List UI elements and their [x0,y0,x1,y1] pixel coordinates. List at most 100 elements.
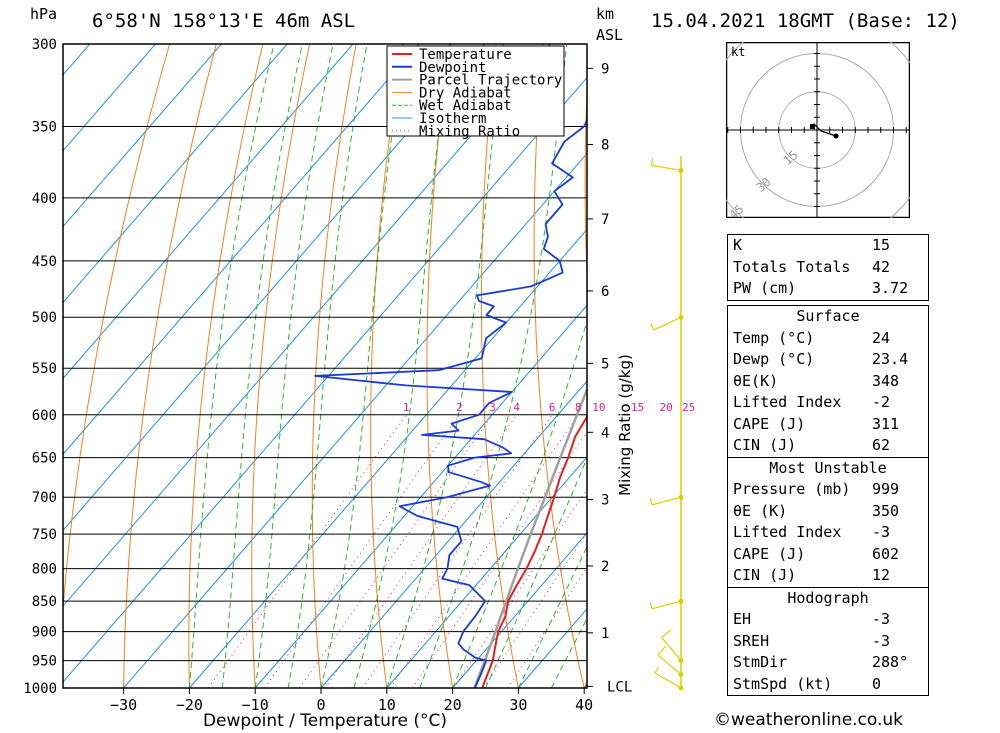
isotherm-line [63,76,587,683]
height-unit-sublabel: ASL [596,26,624,44]
height-tick-label: 7 [601,212,609,228]
mixing-ratio-label: 3 [489,401,496,414]
station-location: 6°58'N 158°13'E 46m ASL [92,10,356,32]
wind-barb-shaft [651,600,682,610]
height-tick-label: 4 [601,425,609,441]
surface-row: CAPE (J) 311 [728,414,928,436]
surface-label: Lifted Index [733,393,842,411]
index-label: PW (cm) [733,279,797,297]
pressure-label: 700 [32,490,57,506]
surface-row: θE(K) 348 [728,371,928,393]
pressure-label: 900 [32,625,57,641]
hodograph-storm-marker [810,124,815,129]
isotherm-line [63,44,156,152]
pressure-label: 1000 [23,681,57,697]
isotherm-line [320,380,587,689]
wind-barb-flag [657,645,667,656]
mu-label: Pressure (mb) [733,480,851,498]
surface-row: CIN (J) 62 [728,435,928,457]
wind-barb-half [650,158,654,166]
pressure-label: 600 [32,408,57,424]
dry-adiabat-line [311,44,357,689]
wind-barb-half [650,323,655,331]
mu-value: 602 [872,544,900,563]
hodo-value: -3 [872,631,891,650]
isotherm-line [63,44,485,531]
height-tick-label: LCL [607,679,632,695]
surface-label: CAPE (J) [733,414,806,433]
hodo-value: 288° [872,653,909,671]
hodo-value: -3 [872,610,891,628]
hodo-row: StmDir 288° [728,652,928,674]
dry-adiabat-line [251,44,311,689]
surface-label: CIN (J) [733,436,797,454]
mixing-ratio-line [207,414,407,689]
wet-adiabat-line [221,44,303,689]
surface-title: Surface [796,307,860,325]
hodo-row: EH -3 [728,609,928,631]
surface-value: 348 [872,371,900,390]
height-tick-label: 5 [601,356,609,372]
x-tick-label: −10 [242,696,269,714]
surface-row: Temp (°C) 24 [728,328,928,350]
mixing-ratio-label: 6 [549,401,556,414]
mu-row: Lifted Index -3 [728,522,928,544]
mixing-ratio-label: 25 [682,401,695,414]
mu-row: CIN (J) 12 [728,565,928,587]
dry-adiabat-line [480,44,519,689]
pressure-label: 800 [32,562,57,578]
pressure-label: 400 [32,191,57,207]
wind-barb-shaft [654,672,682,689]
legend-entry: Mixing Ratio [419,124,520,140]
credit-link[interactable]: ©weatheronline.co.uk [714,710,904,730]
index-row-totals: Totals Totals 42 [728,257,928,279]
legend-entry: Isotherm [419,111,486,127]
mixing-ratio-label: 2 [456,401,463,414]
x-tick-label: 20 [444,696,462,714]
mixing-ratio-line [264,414,460,689]
isotherm-line [189,228,587,689]
pressure-label: 750 [32,527,57,543]
legend-entry: Dewpoint [419,60,486,76]
legend-box [386,45,565,137]
dry-adiabat-line [584,80,587,283]
height-tick-label: 6 [601,284,609,300]
wind-barb-half [649,498,653,506]
mu-label: θE (K) [733,501,788,520]
mixing-ratio-label: 20 [659,401,672,414]
isotherm-line [123,152,587,689]
wind-barb-half [654,666,660,674]
mixing-ratio-label: 15 [631,401,644,414]
x-tick-label: −20 [176,696,203,714]
wind-barb-flag [661,629,672,639]
wet-adiabat-line [320,44,407,689]
x-tick-label: 30 [509,696,527,714]
x-axis-label: Dewpoint / Temperature (°C) [203,711,447,731]
pressure-label: 350 [32,119,57,135]
mixing-ratio-line [298,414,493,689]
index-value: 15 [872,236,891,254]
mixing-ratio-axis-label: Mixing Ratio (g/kg) [616,354,634,496]
isotherm-line [254,304,587,689]
mixing-ratio-label: 8 [575,401,582,414]
mu-row: θE (K) 350 [728,501,928,523]
dry-adiabat-line [63,44,171,614]
wind-barb-half [649,601,653,609]
wet-adiabat-line [254,44,334,689]
mixing-ratio-label: 10 [592,401,605,414]
dry-adiabat-line [370,44,404,689]
hodo-row: SREH -3 [728,631,928,653]
mixing-ratio-label: 1 [403,401,410,414]
mu-label: CAPE (J) [733,544,806,563]
wind-barb-shaft [657,654,682,675]
dry-adiabat-line [188,44,264,689]
mu-value: 12 [872,566,891,584]
height-tick-label: 2 [601,559,609,575]
parcel-trajectory-line [473,386,587,689]
dry-adiabat-line [426,44,454,689]
mu-row: CAPE (J) 602 [728,544,928,566]
x-tick-label: −30 [110,696,137,714]
index-value: 3.72 [872,279,909,297]
